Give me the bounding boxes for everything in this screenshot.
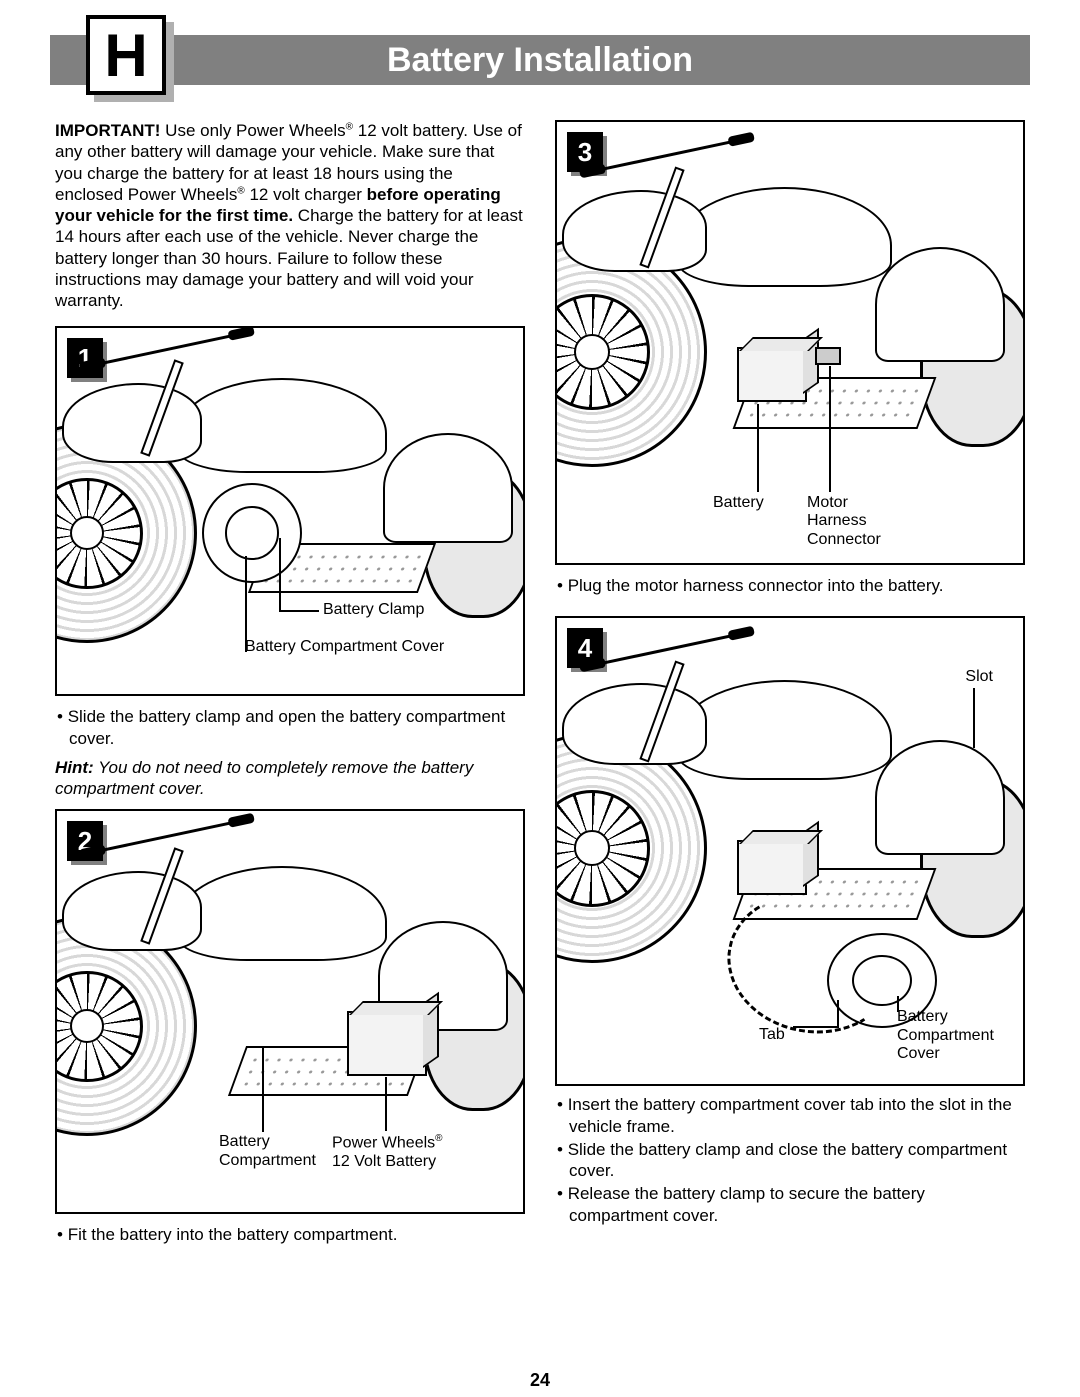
side-fender-icon	[875, 247, 1005, 362]
intro-c: 12 volt charger	[245, 185, 367, 204]
left-column: IMPORTANT! Use only Power Wheels® 12 vol…	[55, 120, 525, 1377]
reg-1: ®	[346, 121, 353, 132]
list-item: Slide the battery clamp and close the ba…	[555, 1139, 1025, 1182]
front-fender-icon	[62, 871, 202, 951]
list-item: Release the battery clamp to secure the …	[555, 1183, 1025, 1226]
label-tab: Tab	[759, 1026, 785, 1044]
callout-line	[385, 1077, 387, 1131]
page-title: Battery Installation	[387, 41, 693, 80]
callout-line	[279, 538, 281, 610]
front-wheel-icon	[555, 733, 707, 963]
step4-bullets: Insert the battery compartment cover tab…	[555, 1094, 1025, 1228]
intro-paragraph: IMPORTANT! Use only Power Wheels® 12 vol…	[55, 120, 525, 311]
label-power-wheels: Power Wheels®12 Volt Battery	[332, 1133, 443, 1171]
list-item: Insert the battery compartment cover tab…	[555, 1094, 1025, 1137]
header-bar: Battery Installation	[50, 35, 1030, 85]
label-battery-compartment: Battery Compartment	[219, 1133, 329, 1170]
callout-line	[837, 1000, 839, 1028]
list-item: Fit the battery into the battery compart…	[55, 1224, 525, 1245]
reg-2: ®	[237, 185, 244, 196]
vehicle-illustration-2: Battery Compartment Power Wheels®12 Volt…	[55, 821, 523, 1212]
callout-line	[757, 404, 759, 492]
side-fender-icon	[383, 433, 513, 543]
intro-a: Use only Power Wheels	[160, 121, 345, 140]
hint-body: You do not need to completely remove the…	[55, 758, 473, 798]
callout-line	[973, 688, 975, 748]
hint-label: Hint:	[55, 758, 94, 777]
step1-hint: Hint: You do not need to completely remo…	[55, 757, 525, 800]
list-item: Plug the motor harness connector into th…	[555, 575, 1025, 596]
label-slot: Slot	[965, 668, 993, 686]
figure-3: 3 Battery Motor Harness Connector	[555, 120, 1025, 565]
label-battery-clamp: Battery Clamp	[323, 601, 424, 619]
right-column: 3 Battery Motor Harness Connector Plu	[555, 120, 1025, 1377]
vehicle-illustration-3: Battery Motor Harness Connector	[555, 132, 1023, 563]
front-fender-icon	[562, 683, 707, 765]
content-columns: IMPORTANT! Use only Power Wheels® 12 vol…	[55, 120, 1025, 1377]
vehicle-illustration-4: Slot Tab Battery Compartment Cover	[555, 628, 1023, 1084]
battery-icon	[737, 347, 807, 402]
step3-bullets: Plug the motor harness connector into th…	[555, 575, 1025, 598]
page-number: 24	[530, 1370, 550, 1391]
seat-icon	[677, 680, 892, 780]
handlebar-icon	[593, 633, 740, 667]
seat-icon	[177, 866, 387, 961]
callout-line	[279, 610, 319, 612]
list-item: Slide the battery clamp and open the bat…	[55, 706, 525, 749]
figure-2: 2 Battery Compartment Power Wheels®12 Vo…	[55, 809, 525, 1214]
side-fender-icon	[875, 740, 1005, 855]
label-battery-compartment-cover: Battery Compartment Cover	[245, 638, 444, 656]
front-fender-icon	[562, 190, 707, 272]
label-battery: Battery	[713, 494, 764, 512]
seat-icon	[177, 378, 387, 473]
callout-line	[897, 996, 899, 1012]
seat-icon	[677, 187, 892, 287]
handlebar-icon	[93, 820, 240, 854]
callout-line	[829, 366, 831, 492]
battery-icon	[737, 840, 807, 895]
label-motor-harness-connector: Motor Harness Connector	[807, 494, 897, 549]
label-battery-compartment-cover: Battery Compartment Cover	[897, 1008, 1007, 1063]
vehicle-illustration-1: Battery Clamp Battery Compartment Cover	[55, 338, 523, 694]
callout-line	[793, 1026, 837, 1028]
step2-bullets: Fit the battery into the battery compart…	[55, 1224, 525, 1247]
front-fender-icon	[62, 383, 202, 463]
important-label: IMPORTANT!	[55, 121, 160, 140]
handlebar-icon	[93, 333, 240, 367]
figure-1: 1 Battery Clamp Battery Compartment Cove…	[55, 326, 525, 696]
connector-icon	[815, 347, 841, 365]
handlebar-icon	[593, 138, 740, 172]
step1-bullets: Slide the battery clamp and open the bat…	[55, 706, 525, 751]
battery-icon	[347, 1011, 427, 1076]
callout-line	[262, 1046, 264, 1132]
section-letter: H	[86, 15, 166, 95]
figure-4: 4 Slot Tab Battery Compartment Cov	[555, 616, 1025, 1086]
engine-cover-icon	[202, 483, 302, 583]
